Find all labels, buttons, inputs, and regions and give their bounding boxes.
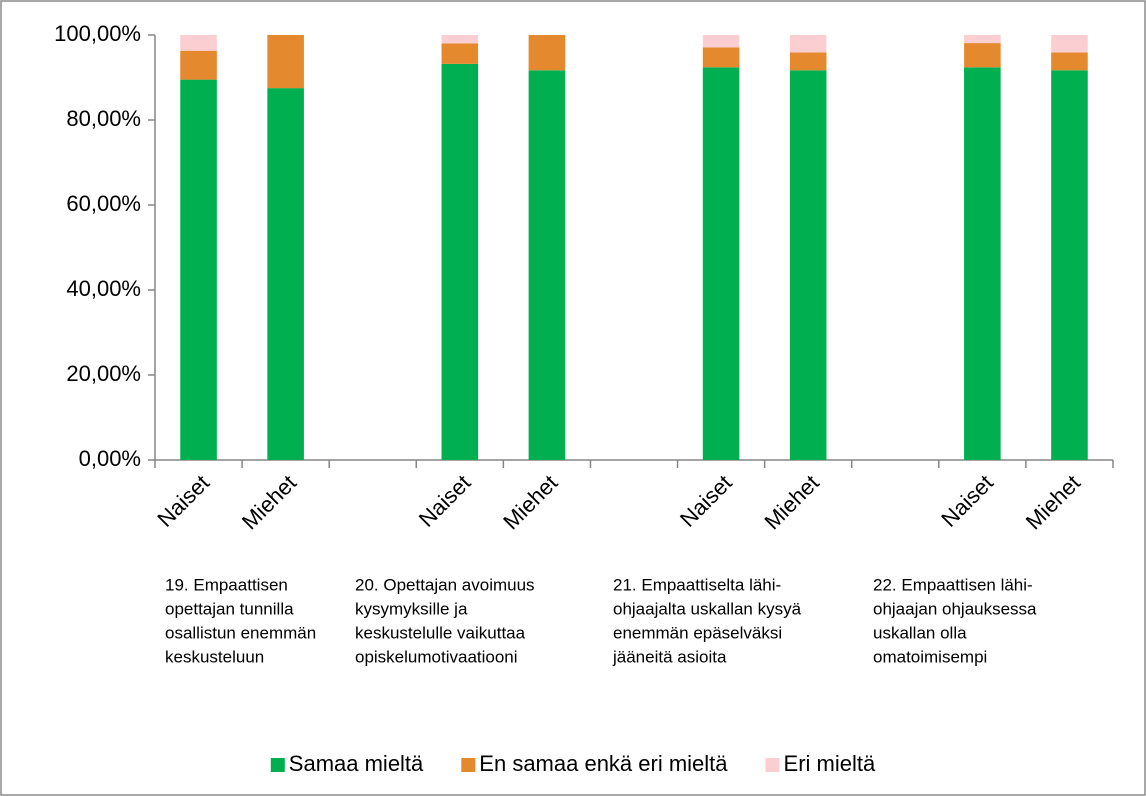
bar-segment xyxy=(702,47,740,68)
y-tick-label: 0,00% xyxy=(79,446,141,471)
legend-label: Samaa mieltä xyxy=(289,751,424,776)
y-tick-label: 60,00% xyxy=(66,191,141,216)
group-label: keskusteluun xyxy=(165,647,264,666)
group-label: ohjaajalta uskallan kysyä xyxy=(613,599,802,618)
bar-segment xyxy=(789,35,827,53)
group-label: 20. Opettajan avoimuus xyxy=(355,575,535,594)
bar-segment xyxy=(441,35,479,44)
bar-segment xyxy=(702,35,740,48)
y-tick-label: 20,00% xyxy=(66,361,141,386)
legend-swatch xyxy=(765,758,780,772)
group-label: enemmän epäselväksi xyxy=(613,623,782,642)
bar-segment xyxy=(180,35,217,51)
legend-label: Eri mieltä xyxy=(784,751,876,776)
bar-segment xyxy=(964,35,1001,44)
group-label: kysymyksille ja xyxy=(355,599,468,618)
bar-segment xyxy=(267,35,304,89)
bar-segment xyxy=(267,88,304,460)
y-tick-label: 80,00% xyxy=(66,106,141,131)
bar-segment xyxy=(702,67,740,461)
group-label: omatoimisempi xyxy=(873,647,987,666)
group-label: opiskelumotivaatiooni xyxy=(355,647,518,666)
y-tick-label: 100,00% xyxy=(54,21,141,46)
group-label: uskallan olla xyxy=(873,623,967,642)
bar-segment xyxy=(528,35,566,71)
legend-swatch xyxy=(461,758,476,772)
bar-segment xyxy=(180,50,217,80)
group-label: opettajan tunnilla xyxy=(165,599,294,618)
bar-segment xyxy=(180,79,217,460)
group-label: 19. Empaattisen xyxy=(165,575,288,594)
bar-segment xyxy=(441,43,479,64)
y-tick-label: 40,00% xyxy=(66,276,141,301)
bar-segment xyxy=(528,70,566,461)
bar-segment xyxy=(1051,52,1088,71)
bar-segment xyxy=(964,43,1001,68)
group-label: ohjaajan ohjauksessa xyxy=(873,599,1037,618)
group-label: osallistun enemmän xyxy=(165,623,316,642)
bar-segment xyxy=(441,63,479,461)
legend-swatch xyxy=(270,758,285,772)
bar-segment xyxy=(964,67,1001,461)
group-label: 21. Empaattiselta lähi- xyxy=(613,575,781,594)
bar-segment xyxy=(789,70,827,461)
bar-segment xyxy=(1051,70,1088,461)
group-label: jääneitä asioita xyxy=(612,647,727,666)
group-label: keskustelulle vaikuttaa xyxy=(355,623,526,642)
legend-label: En samaa enkä eri mieltä xyxy=(479,751,728,776)
bar-segment xyxy=(1051,35,1088,53)
bar-segment xyxy=(789,52,827,71)
group-label: 22. Empaattisen lähi- xyxy=(873,575,1033,594)
